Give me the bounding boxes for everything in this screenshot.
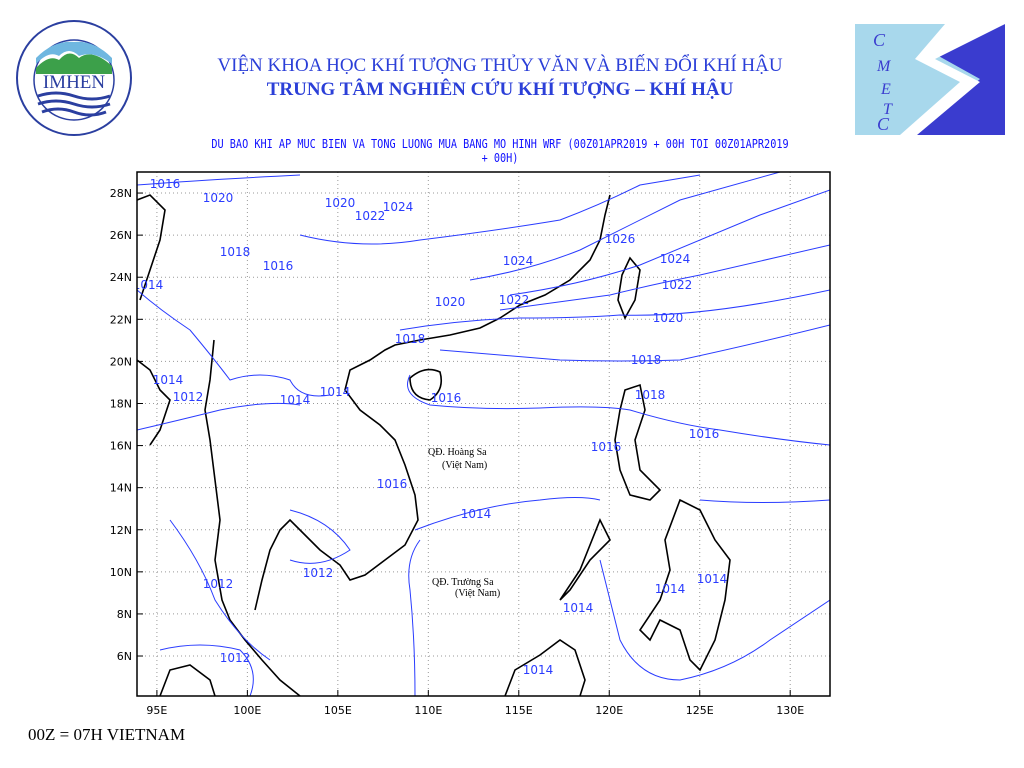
isobar-label: 1016 — [591, 440, 622, 454]
isobar-label: 1018 — [631, 353, 662, 367]
isobar-label: 1026 — [605, 232, 636, 246]
isobar-label: 1014 — [523, 663, 554, 677]
map-subtitle: DU BAO KHI AP MUC BIEN VA TONG LUONG MUA… — [211, 137, 789, 165]
coastline — [137, 194, 731, 696]
svg-text:M: M — [876, 58, 892, 75]
isobar-label: 1020 — [653, 311, 684, 325]
lon-tick-label: 125E — [686, 704, 714, 717]
isobar-label: 1014 — [461, 507, 492, 521]
spratly-country-label: (Việt Nam) — [455, 588, 500, 599]
lat-tick-label: 8N — [117, 608, 132, 621]
isobar-label: 1018 — [220, 245, 251, 259]
lat-tick-label: 24N — [110, 271, 132, 284]
paracel-country-label: (Việt Nam) — [442, 460, 487, 471]
lat-tick-label: 26N — [110, 229, 132, 242]
isobar-label: 1016 — [377, 477, 408, 491]
isobar-label: 1014 — [697, 572, 728, 586]
place-annotations: QĐ. Hoàng Sa (Việt Nam) QĐ. Trường Sa (V… — [428, 447, 500, 599]
isobar-label: 1016 — [689, 427, 720, 441]
paracel-label: QĐ. Hoàng Sa — [428, 447, 487, 458]
lat-tick-label: 14N — [110, 482, 132, 495]
lat-tick-label: 18N — [110, 397, 132, 410]
isobar-label: 1014 — [133, 278, 164, 292]
map-frame — [136, 171, 831, 697]
isobar-label: 1022 — [355, 209, 386, 223]
lon-tick-label: 95E — [146, 704, 167, 717]
lon-tick-label: 105E — [324, 704, 352, 717]
svg-text:E: E — [880, 81, 891, 98]
isobar-labels: 1016102010181016102010221024102410261024… — [133, 177, 728, 677]
isobar-label: 1022 — [662, 278, 693, 292]
lat-tick-label: 16N — [110, 440, 132, 453]
isobar-label: 1012 — [203, 577, 234, 591]
axis-ticks: 95E 100E 105E 110E 115E 120E 125E 130E 28N 26N 24N… — [110, 187, 804, 717]
isobar-label: 1016 — [150, 177, 181, 191]
isobar-label: 1016 — [431, 391, 462, 405]
isobar-label: 1014 — [280, 393, 311, 407]
isobar-label: 1012 — [173, 390, 204, 404]
isobar-label: 1014 — [655, 582, 686, 596]
lat-tick-label: 22N — [110, 313, 132, 326]
lon-tick-label: 120E — [595, 704, 623, 717]
isobar-label: 1012 — [220, 651, 251, 665]
imhen-logo-text: IMHEN — [43, 72, 106, 93]
svg-text:C: C — [873, 30, 886, 50]
timezone-note: 00Z = 07H VIETNAM — [28, 725, 186, 744]
isobar-label: 1020 — [203, 191, 234, 205]
center-title: TRUNG TÂM NGHIÊN CỨU KHÍ TƯỢNG – KHÍ HẬU — [266, 79, 734, 100]
svg-text:T: T — [883, 101, 893, 118]
lat-tick-label: 10N — [110, 566, 132, 579]
lat-tick-label: 20N — [110, 355, 132, 368]
map-grid — [137, 172, 830, 696]
isobar-label: 1024 — [503, 254, 534, 268]
lon-tick-label: 115E — [505, 704, 533, 717]
isobar-label: 1014 — [153, 373, 184, 387]
isobar-label: 1022 — [499, 293, 530, 307]
lon-tick-label: 130E — [776, 704, 804, 717]
isobar-label: 1024 — [660, 252, 691, 266]
isobar-label: 1016 — [263, 259, 294, 273]
lon-tick-label: 100E — [233, 704, 261, 717]
lon-tick-label: 110E — [414, 704, 442, 717]
lat-tick-label: 6N — [117, 650, 132, 663]
isobar-label: 1014 — [563, 601, 594, 615]
isobar-label: 1020 — [325, 196, 356, 210]
imhen-logo: IMHEN — [16, 20, 132, 136]
isobar-label: 1018 — [395, 332, 426, 346]
isobar-label: 1018 — [635, 388, 666, 402]
svg-text:C: C — [877, 114, 890, 134]
isobar-label: 1024 — [383, 200, 414, 214]
isobar-label: 1014 — [320, 385, 351, 399]
isobar-label: 1012 — [303, 566, 334, 580]
lat-tick-label: 12N — [110, 524, 132, 537]
isobar-label: 1020 — [435, 295, 466, 309]
cmetc-logo: C M E T C — [855, 24, 1005, 135]
spratly-label: QĐ. Trường Sa — [432, 577, 494, 588]
isobar-contours — [137, 172, 830, 696]
lat-tick-label: 28N — [110, 187, 132, 200]
institute-title: VIỆN KHOA HỌC KHÍ TƯỢNG THỦY VĂN VÀ BIẾN… — [217, 55, 783, 76]
